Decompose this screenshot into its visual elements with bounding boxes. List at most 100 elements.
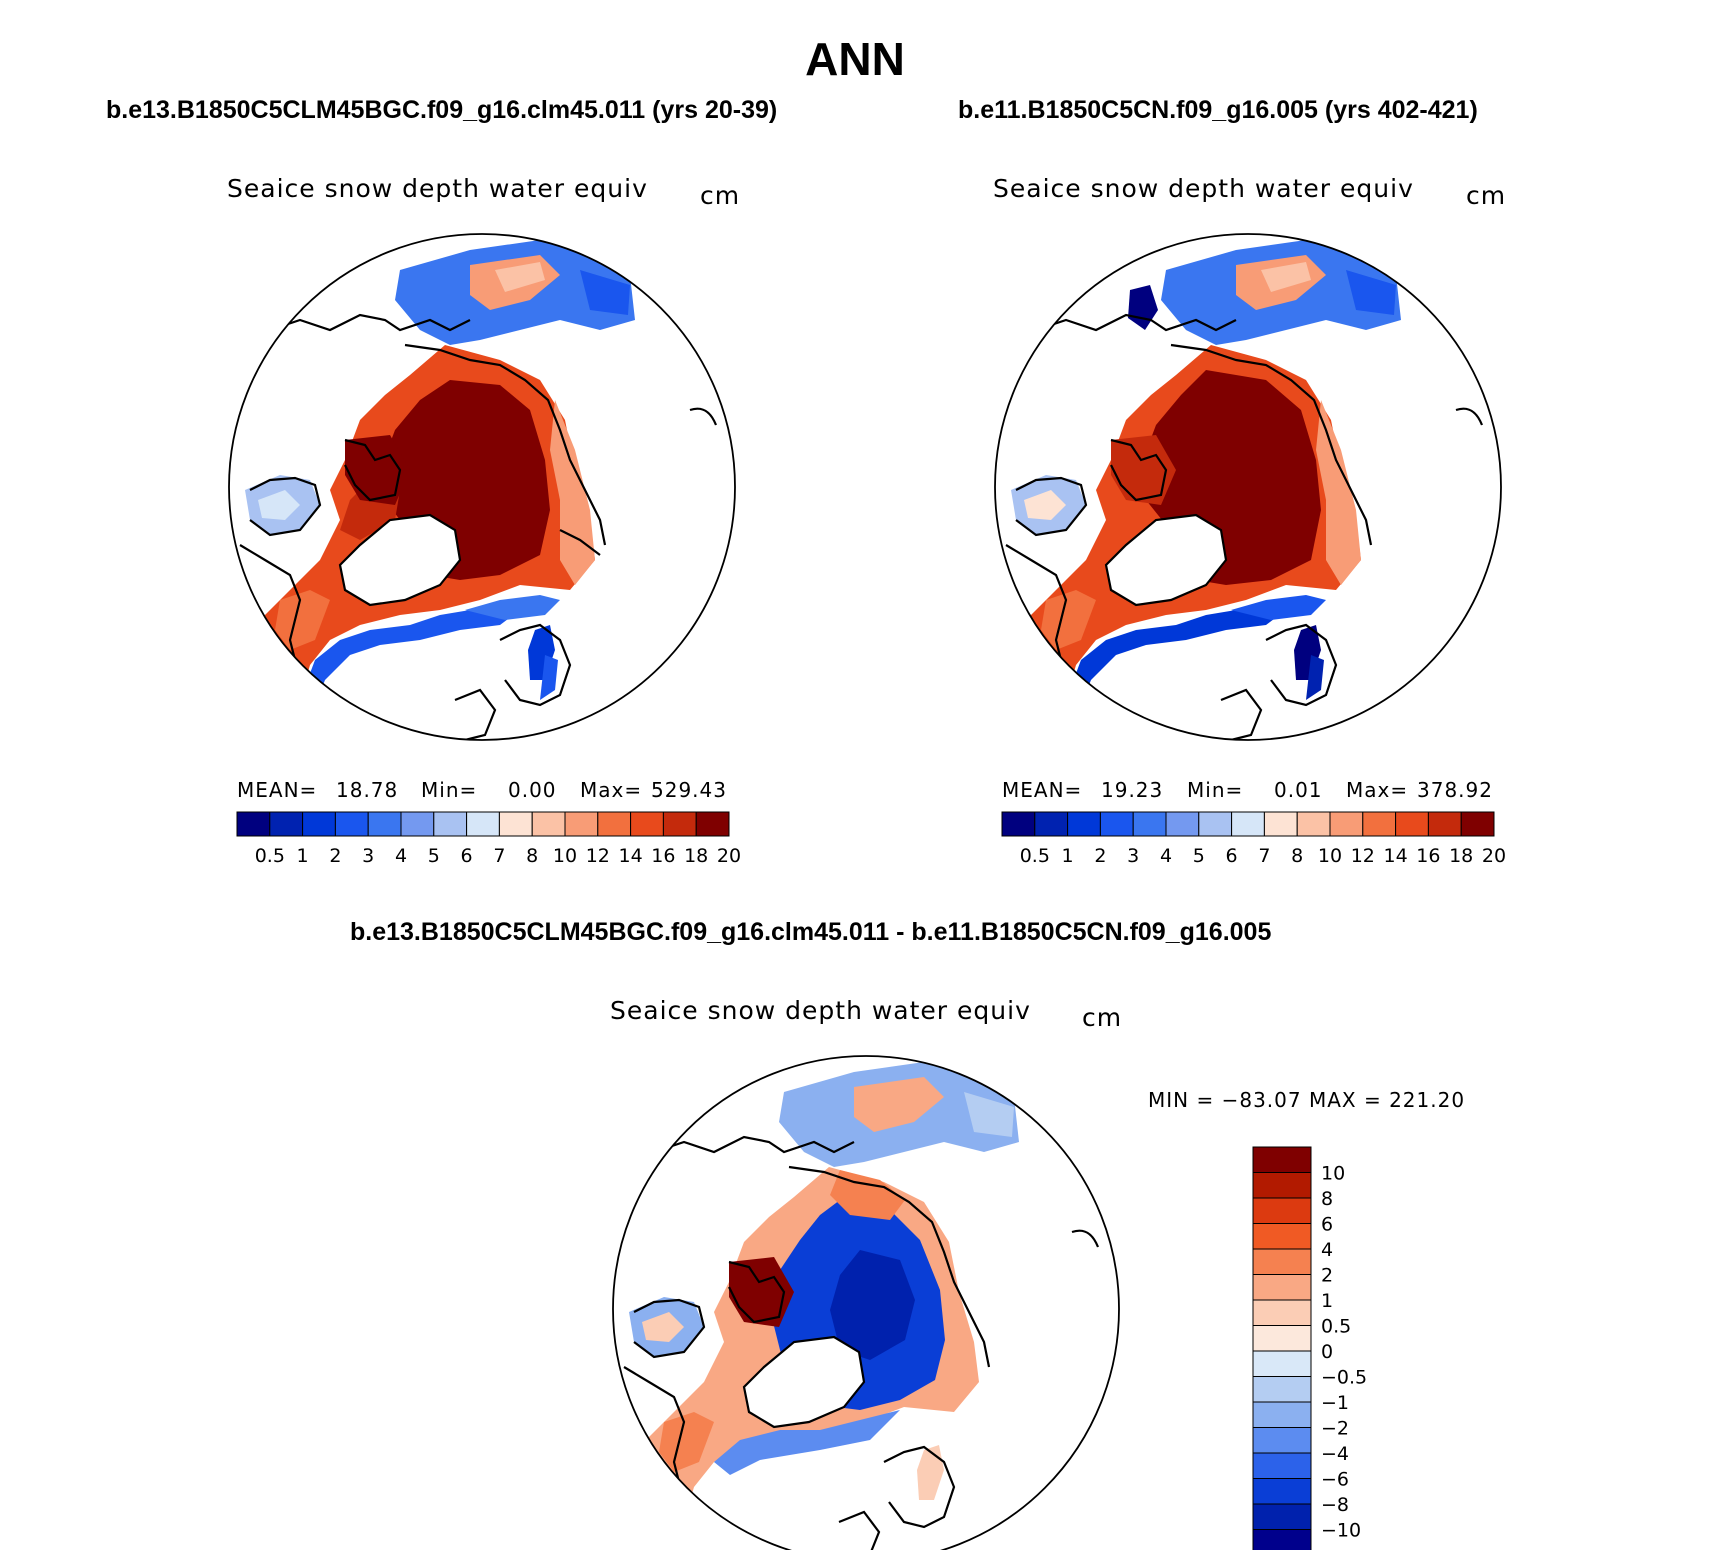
diff-colorbar-swatch — [1252, 1478, 1312, 1505]
right-colorbar-swatch — [1395, 811, 1429, 837]
right-colorbar-tick-label: 7 — [1258, 845, 1270, 867]
right-colorbar-tick-label: 18 — [1449, 845, 1473, 867]
right-units: cm — [1466, 181, 1507, 210]
left-colorbar-tick-label: 7 — [493, 845, 505, 867]
diff-colorbar-tick-label: 10 — [1321, 1163, 1345, 1185]
left-colorbar-tick-label: 18 — [684, 845, 708, 867]
diff-colorbar-swatch — [1252, 1401, 1312, 1428]
diff-colorbar-swatch — [1252, 1325, 1312, 1352]
left-max-value: 529.43 — [651, 778, 727, 802]
right-colorbar-tick-label: 14 — [1384, 845, 1408, 867]
left-colorbar-swatch — [400, 811, 435, 837]
diff-colorbar-tick-label: 8 — [1321, 1188, 1333, 1210]
diff-map-boundary — [612, 1055, 1120, 1550]
right-polar-map — [994, 233, 1502, 741]
diff-colorbar-swatch — [1252, 1427, 1312, 1454]
left-colorbar-tick-label: 5 — [428, 845, 440, 867]
left-colorbar-swatch — [564, 811, 599, 837]
right-colorbar-swatch — [1067, 811, 1101, 837]
diff-units: cm — [1082, 1003, 1123, 1032]
left-colorbar-swatch — [433, 811, 468, 837]
diff-colorbar-swatch — [1252, 1376, 1312, 1403]
right-colorbar-swatch — [1296, 811, 1331, 837]
diff-colorbar-swatch — [1252, 1529, 1312, 1550]
diff-colorbar-tick-label: 0 — [1321, 1341, 1333, 1363]
left-colorbar-swatch — [466, 811, 500, 837]
diff-colorbar-swatch — [1252, 1197, 1312, 1224]
left-colorbar-swatch — [498, 811, 533, 837]
left-max-label: Max= — [580, 778, 643, 802]
left-colorbar-tick-label: 0.5 — [255, 845, 285, 867]
left-colorbar-swatch — [367, 811, 402, 837]
left-colorbar-swatch — [597, 811, 632, 837]
right-map-boundary — [994, 233, 1502, 741]
left-colorbar-tick-label: 4 — [395, 845, 407, 867]
right-colorbar-swatch — [1263, 811, 1298, 837]
left-coast-fragment — [689, 407, 718, 426]
diff-minmax: MIN = −83.07 MAX = 221.20 — [1148, 1088, 1466, 1112]
left-colorbar: 0.5 1 2 3 4 5 6 7 8 10 12 14 16 18 20 — [236, 811, 741, 867]
left-colorbar-tick-label: 6 — [461, 845, 473, 867]
left-colorbar-tick-label: 20 — [717, 845, 741, 867]
right-colorbar-tick-label: 2 — [1094, 845, 1106, 867]
diff-colorbar-swatch — [1252, 1146, 1312, 1173]
right-colorbar-swatch — [1362, 811, 1397, 837]
right-colorbar-swatch — [1001, 811, 1036, 837]
diff-case-title: b.e13.B1850C5CLM45BGC.f09_g16.clm45.011 … — [350, 918, 1272, 946]
right-mean-label: MEAN= — [1002, 778, 1083, 802]
left-colorbar-tick-label: 12 — [586, 845, 610, 867]
right-min-label: Min= — [1187, 778, 1244, 802]
diff-colorbar-tick-label: −2 — [1321, 1418, 1349, 1440]
diff-colorbar-swatch — [1252, 1274, 1312, 1301]
left-colorbar-swatch — [269, 811, 304, 837]
left-variable-title: Seaice snow depth water equiv — [227, 174, 648, 203]
left-mean-label: MEAN= — [237, 778, 318, 802]
diff-colorbar-swatch — [1252, 1299, 1312, 1326]
left-colorbar-swatch — [630, 811, 664, 837]
right-colorbar-swatch — [1099, 811, 1134, 837]
diff-colorbar-swatch — [1252, 1223, 1312, 1250]
left-polar-map — [228, 233, 736, 741]
right-colorbar-tick-label: 3 — [1127, 845, 1139, 867]
diff-colorbar-swatch — [1252, 1503, 1312, 1530]
main-title: ANN — [805, 33, 905, 85]
diff-colorbar-tick-label: 4 — [1321, 1239, 1333, 1261]
diff-polar-map — [612, 1055, 1120, 1550]
left-colorbar-tick-label: 8 — [526, 845, 538, 867]
diff-colorbar-tick-label: −0.5 — [1321, 1367, 1367, 1389]
right-colorbar-swatch — [1132, 811, 1167, 837]
left-colorbar-swatch — [531, 811, 566, 837]
left-colorbar-swatch — [662, 811, 697, 837]
right-colorbar-swatch — [1329, 811, 1364, 837]
right-colorbar-tick-label: 16 — [1416, 845, 1440, 867]
left-colorbar-swatch — [695, 811, 730, 837]
diff-colorbar: 10 8 6 4 2 1 0.5 0 −0.5 −1 −2 −4 −6 −8 −10 — [1252, 1146, 1367, 1550]
right-colorbar: 0.5 1 2 3 4 5 6 7 8 10 12 14 16 18 20 — [1001, 811, 1506, 867]
right-mean-value: 19.23 — [1101, 778, 1164, 802]
right-colorbar-tick-label: 4 — [1160, 845, 1172, 867]
left-colorbar-swatch — [236, 811, 271, 837]
right-case-title: b.e11.B1850C5CN.f09_g16.005 (yrs 402-421… — [958, 96, 1478, 124]
diff-colorbar-swatch — [1252, 1452, 1312, 1479]
right-colorbar-tick-label: 5 — [1193, 845, 1205, 867]
left-sea-ice-field — [245, 240, 635, 705]
left-units: cm — [700, 181, 741, 210]
right-colorbar-tick-label: 20 — [1482, 845, 1506, 867]
diff-sea-ice-field — [629, 1062, 1019, 1522]
diff-colorbar-tick-label: 1 — [1321, 1290, 1333, 1312]
diff-colorbar-swatch — [1252, 1248, 1312, 1275]
right-colorbar-swatch — [1427, 811, 1462, 837]
right-colorbar-swatch — [1460, 811, 1495, 837]
left-min-value: 0.00 — [508, 778, 557, 802]
left-mean-value: 18.78 — [336, 778, 399, 802]
diff-colorbar-tick-label: −10 — [1321, 1520, 1361, 1542]
diff-colorbar-tick-label: −1 — [1321, 1392, 1349, 1414]
right-coast-fragment — [1455, 407, 1484, 426]
right-max-label: Max= — [1346, 778, 1409, 802]
left-min-label: Min= — [421, 778, 478, 802]
right-colorbar-tick-label: 0.5 — [1020, 845, 1050, 867]
right-min-value: 0.01 — [1274, 778, 1323, 802]
diff-colorbar-tick-label: 6 — [1321, 1214, 1333, 1236]
diff-colorbar-tick-label: −8 — [1321, 1494, 1349, 1516]
